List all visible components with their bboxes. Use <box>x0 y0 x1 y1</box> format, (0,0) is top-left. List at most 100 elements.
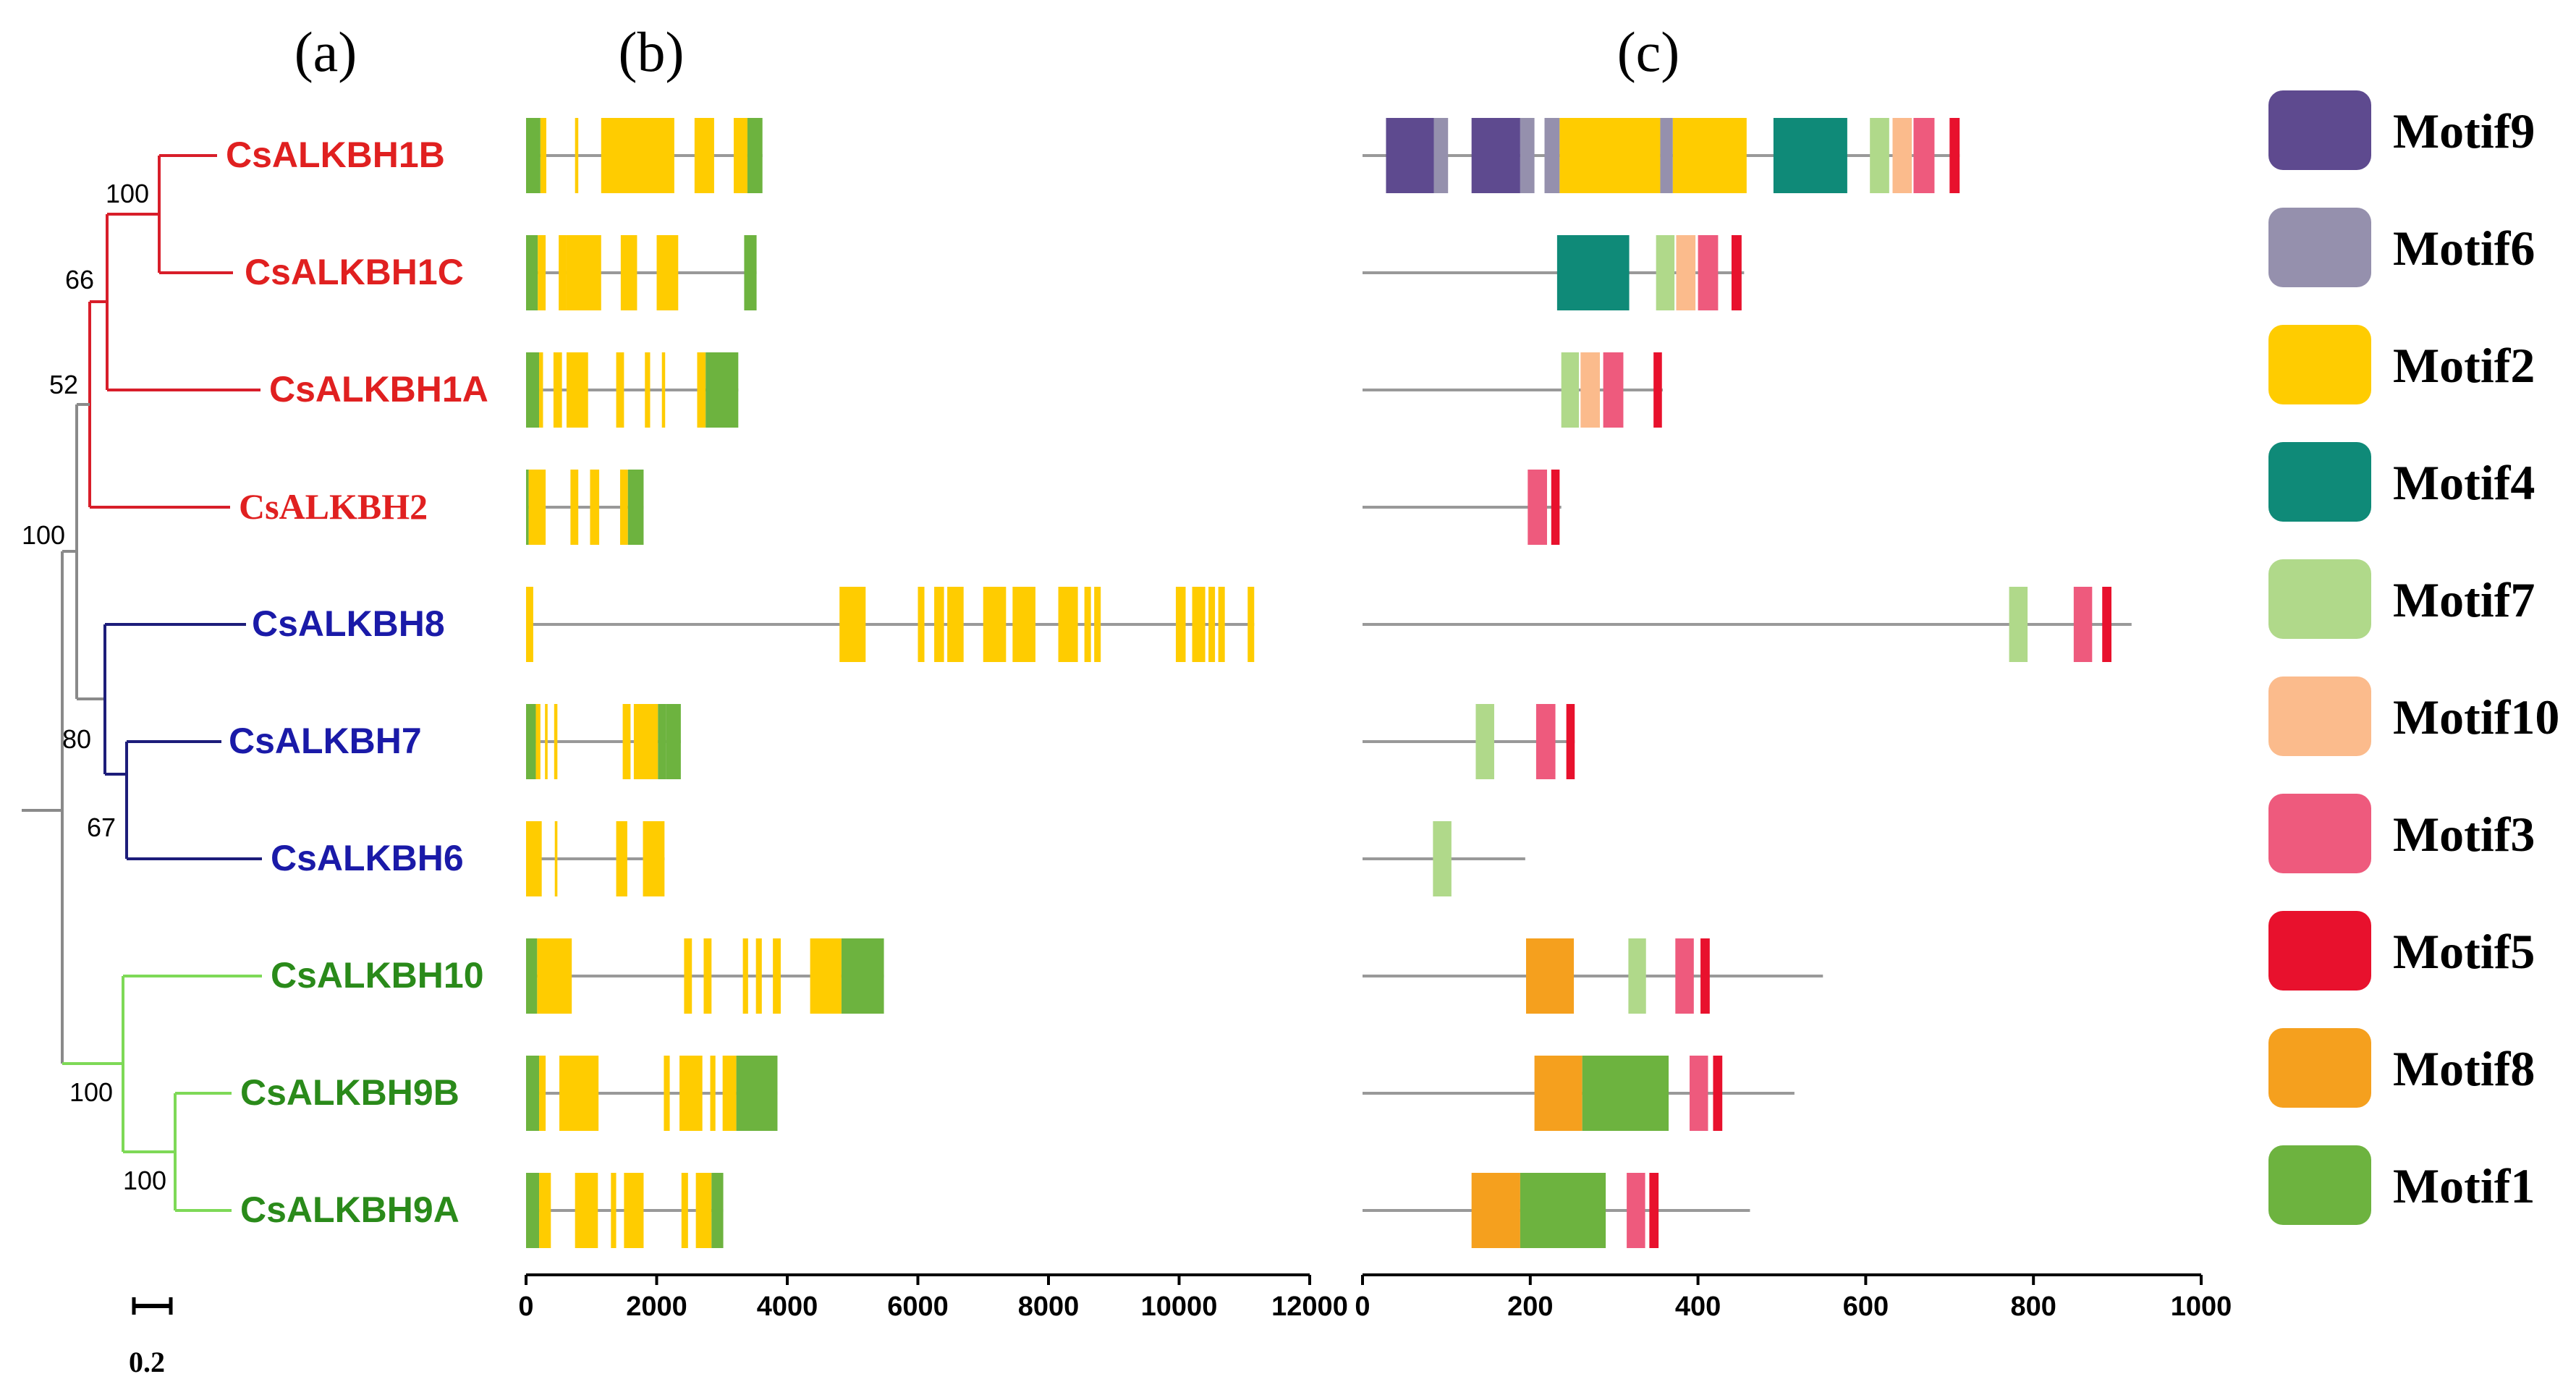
motif-block <box>2073 587 2093 662</box>
motif-block <box>1603 352 1624 428</box>
utr-block <box>526 118 541 193</box>
exon-block <box>528 470 546 545</box>
gene-label: CsALKBH9B <box>240 1072 459 1113</box>
motif-block <box>1580 352 1600 428</box>
exon-block <box>1218 587 1225 662</box>
gene-label: CsALKBH1A <box>269 369 488 410</box>
gene-label: CsALKBH6 <box>271 838 464 878</box>
motif-block <box>1561 352 1580 428</box>
motif-block <box>1949 118 1960 193</box>
exon-block <box>703 938 712 1014</box>
motif-block <box>1627 1173 1645 1248</box>
legend-swatch <box>2268 90 2371 170</box>
exon-block <box>722 1056 737 1131</box>
motif-block <box>1628 938 1646 1014</box>
gene-structure-axis: 0 2000 4000 6000 8000 10000 12000 <box>518 1273 1348 1322</box>
exon-block <box>661 352 666 428</box>
legend-swatch <box>2268 1028 2371 1108</box>
exon-block <box>733 118 747 193</box>
exon-block <box>947 587 964 662</box>
legend-label: Motif4 <box>2393 455 2535 510</box>
exon-block <box>553 352 562 428</box>
gene-label: CsALKBH1C <box>245 252 464 292</box>
utr-block <box>747 118 763 193</box>
exon-block <box>1012 587 1035 662</box>
exon-block <box>679 1056 703 1131</box>
motif-block <box>1433 821 1452 896</box>
exon-block <box>620 235 637 310</box>
motif-block <box>1582 1056 1669 1131</box>
utr-block <box>744 235 757 310</box>
gene-label: CsALKBH1B <box>226 135 445 175</box>
bootstrap-value: 52 <box>49 370 78 399</box>
axis-tick-label: 10000 <box>1141 1291 1218 1322</box>
motif-structure-axis: 0 200 400 600 800 1000 <box>1355 1273 2232 1322</box>
axis-tick-label: 1000 <box>2171 1291 2232 1322</box>
exon-block <box>526 587 533 662</box>
exon-block <box>575 1173 598 1248</box>
legend-label: Motif1 <box>2393 1158 2535 1213</box>
exon-block <box>559 235 567 310</box>
exon-block <box>538 235 546 310</box>
exon-block <box>559 1056 599 1131</box>
exon-block <box>633 704 658 779</box>
motif-legend: Motif9 Motif6 Motif2 Motif4 Motif7 Motif10 Mot… <box>2268 90 2559 1225</box>
exon-block <box>742 938 748 1014</box>
motif-block <box>1773 118 1847 193</box>
phylogenetic-tree <box>22 154 262 1212</box>
legend-label: Motif3 <box>2393 807 2535 862</box>
motif-block <box>1471 1173 1520 1248</box>
motif-structure-panel <box>1363 118 2132 1248</box>
legend-label: Motif6 <box>2393 221 2535 276</box>
legend-label: Motif9 <box>2393 103 2535 158</box>
motif-block <box>1713 1056 1723 1131</box>
legend-label: Motif5 <box>2393 924 2535 979</box>
legend-swatch <box>2268 442 2371 522</box>
axis-tick-label: 4000 <box>757 1291 818 1322</box>
motif-block <box>1660 118 1673 193</box>
gene-structure-panel <box>526 118 1255 1248</box>
exon-block <box>611 1173 617 1248</box>
axis-tick-label: 8000 <box>1018 1291 1080 1322</box>
motif-block <box>1534 1056 1583 1131</box>
gene-label: CsALKBH8 <box>252 603 445 644</box>
utr-block <box>658 704 666 779</box>
bootstrap-value: 100 <box>69 1077 113 1107</box>
exon-block <box>643 821 665 896</box>
axis-tick-label: 600 <box>1843 1291 1889 1322</box>
exon-block <box>526 821 542 896</box>
axis-tick-label: 0 <box>1355 1291 1370 1322</box>
motif-block <box>1698 235 1719 310</box>
motif-block <box>1471 118 1520 193</box>
motif-block <box>1675 938 1694 1014</box>
motif-block <box>1551 470 1560 545</box>
legend-label: Motif7 <box>2393 572 2535 627</box>
utr-block <box>841 938 884 1014</box>
exon-block <box>539 352 543 428</box>
motif-block <box>1892 118 1912 193</box>
motif-block <box>1386 118 1434 193</box>
bootstrap-value: 100 <box>106 179 149 208</box>
gene-label: CsALKBH9A <box>240 1189 459 1230</box>
axis-tick-label: 400 <box>1675 1291 1721 1322</box>
scale-bar-label: 0.2 <box>129 1346 165 1378</box>
gene-label: CsALKBH7 <box>229 721 422 761</box>
motif-block <box>1535 704 1556 779</box>
motif-block <box>1913 118 1935 193</box>
exon-block <box>601 118 674 193</box>
motif-block <box>1475 704 1494 779</box>
exon-block <box>545 704 548 779</box>
exon-block <box>1247 587 1255 662</box>
exon-block <box>554 821 558 896</box>
utr-block <box>526 938 538 1014</box>
utr-block <box>526 235 538 310</box>
bootstrap-value: 80 <box>62 724 91 754</box>
axis-tick-label: 6000 <box>887 1291 949 1322</box>
panel-label-c: (c) <box>1617 20 1680 83</box>
bootstrap-value: 67 <box>87 813 116 842</box>
exon-block <box>535 704 541 779</box>
exon-block <box>616 352 624 428</box>
legend-swatch <box>2268 794 2371 873</box>
motif-block <box>1433 118 1449 193</box>
